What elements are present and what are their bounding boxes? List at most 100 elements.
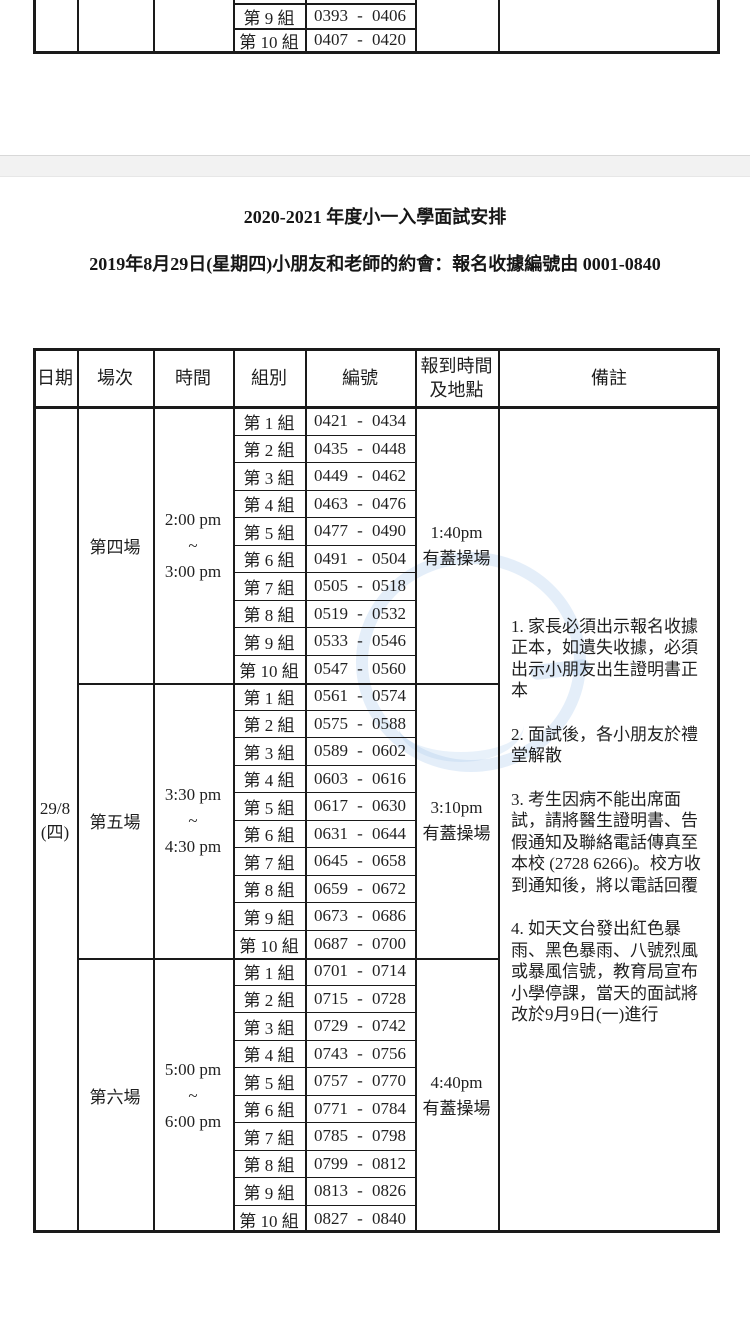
checkin-line: 有蓋操場	[422, 548, 491, 568]
session-time-line: 3:00 pm	[164, 561, 222, 581]
group-number-range: 0407 - 0420	[305, 29, 415, 51]
session-time-line: 2:00 pm	[164, 509, 222, 529]
group-label: 第 1 組	[243, 688, 295, 708]
session-time-line: ~	[188, 810, 198, 830]
range-number: 0547	[314, 659, 348, 679]
group-row: 第 5 組 0617-0630	[233, 793, 415, 821]
checkin-line: 1:40pm	[430, 522, 483, 542]
group-number-range: 0673-0686	[305, 906, 415, 926]
group-label: 第 3 組	[243, 743, 295, 763]
table-grid-line	[415, 348, 417, 1233]
group-label: 第 5 組	[243, 798, 295, 818]
group-label: 第 10 組	[239, 1211, 299, 1231]
group-label: 第 1 組	[243, 963, 295, 983]
table-grid-line	[717, 0, 720, 54]
group-label: 第 2 組	[243, 991, 295, 1011]
previous-page-table-fragment: 第 9 組 0393 - 0406 第 10 組 0407 - 0420	[33, 0, 720, 54]
range-number: 0434	[371, 411, 406, 431]
range-separator: -	[357, 823, 363, 843]
group-row: 第 10 組 0687-0700	[233, 931, 415, 959]
range-number: 0659	[314, 878, 348, 898]
range-separator: -	[357, 631, 363, 651]
range-number: 0617	[314, 796, 348, 816]
group-row: 第 8 組 0659-0672	[233, 876, 415, 903]
group-rows: 第 1 組 0561-0574 第 2 組 0575-0588 第 3 組 0589-06…	[233, 683, 415, 958]
group-label: 第 10 組	[239, 32, 299, 52]
group-number-range: 0589-0602	[305, 741, 415, 761]
schedule-table: 日期 場次 時間 組別 編號 報到時間 及地點 備註 29/8 (四) 第四場 2…	[33, 348, 720, 1233]
range-separator: -	[357, 1181, 363, 1201]
range-number: 0673	[314, 906, 348, 926]
range-number: 0743	[314, 1043, 348, 1063]
page-title: 2020-2021 年度小一入學面試安排	[243, 207, 507, 227]
table-grid-line	[233, 3, 415, 5]
header-session: 場次	[97, 368, 133, 388]
session-time: 2:00 pm ~3:00 pm	[153, 408, 233, 683]
remarks-cell: 1. 家長必須出示報名收據正本，如遺失收據，必須出示小朋友出生證明書正本 2. 面…	[498, 408, 720, 1233]
range-number: 0491	[314, 548, 348, 568]
range-number: 0504	[371, 548, 406, 568]
range-number: 0588	[371, 713, 406, 733]
range-separator: -	[357, 878, 363, 898]
range-number: 0812	[371, 1153, 406, 1173]
group-number-range: 0687-0700	[305, 934, 415, 954]
range-number: 0784	[371, 1098, 406, 1118]
group-label: 第 10 組	[239, 661, 299, 681]
group-row: 第 5 組 0477-0490	[233, 518, 415, 546]
page-divider	[0, 155, 750, 177]
range-number: 0701	[314, 961, 348, 981]
group-row: 第 3 組 0589-0602	[233, 738, 415, 766]
group-row: 第 6 組 0771-0784	[233, 1096, 415, 1123]
group-row: 第 4 組 0603-0616	[233, 766, 415, 793]
table-grid-line	[153, 348, 155, 1233]
group-row: 第 1 組 0701-0714	[233, 958, 415, 986]
range-separator: -	[357, 1126, 363, 1146]
group-row: 第 6 組 0491-0504	[233, 546, 415, 573]
range-number: 0603	[314, 768, 348, 788]
group-rows: 第 1 組 0701-0714 第 2 組 0715-0728 第 3 組 0729-07…	[233, 958, 415, 1233]
range-number: 0420	[371, 30, 406, 49]
group-row: 第 1 組 0421-0434	[233, 408, 415, 436]
range-separator: -	[357, 988, 363, 1008]
group-label: 第 7 組	[243, 578, 295, 598]
group-number-range: 0743-0756	[305, 1044, 415, 1064]
header-time: 時間	[175, 368, 211, 388]
range-number: 0715	[314, 988, 348, 1008]
range-number: 0406	[371, 6, 406, 25]
range-number: 0826	[371, 1181, 406, 1201]
group-label: 第 3 組	[243, 1018, 295, 1038]
range-separator: -	[357, 686, 363, 706]
checkin-cell: 1:40pm 有蓋操場	[415, 408, 498, 683]
range-number: 0393	[314, 6, 348, 25]
table-grid-line	[498, 348, 500, 1233]
table-grid-line	[498, 0, 500, 54]
group-label: 第 4 組	[243, 1046, 295, 1066]
range-separator: -	[357, 768, 363, 788]
group-row: 第 6 組 0631-0644	[233, 821, 415, 848]
group-number-range: 0799-0812	[305, 1154, 415, 1174]
group-number-range: 0827-0840	[305, 1209, 415, 1229]
group-number-range: 0785-0798	[305, 1126, 415, 1146]
range-separator: -	[357, 6, 363, 25]
group-row: 第 8 組 0519-0532	[233, 601, 415, 628]
group-row: 第 4 組 0743-0756	[233, 1041, 415, 1068]
range-separator: -	[357, 961, 363, 981]
group-label: 第 9 組	[243, 1183, 295, 1203]
header-checkin-line: 及地點	[429, 380, 484, 400]
table-grid-line	[233, 348, 235, 1233]
range-number: 0714	[371, 961, 406, 981]
range-separator: -	[357, 466, 363, 486]
range-number: 0700	[371, 934, 406, 954]
range-separator: -	[357, 659, 363, 679]
page-subtitle: 2019年8月29日(星期四)小朋友和老師的約會：報名收據編號由 0001-08…	[89, 254, 661, 274]
table-grid-line	[305, 0, 307, 54]
group-row: 第 3 組 0449-0462	[233, 463, 415, 491]
range-number: 0463	[314, 493, 348, 513]
range-number: 0658	[371, 851, 406, 871]
session-blocks: 第四場 2:00 pm ~3:00 pm 第 1 組 0421-0434 第 2 組 043…	[77, 408, 498, 1233]
group-number-range: 0645-0658	[305, 851, 415, 871]
range-number: 0645	[314, 851, 348, 871]
date-line: (四)	[40, 822, 70, 842]
group-row: 第 2 組 0575-0588	[233, 711, 415, 738]
range-separator: -	[357, 30, 363, 49]
